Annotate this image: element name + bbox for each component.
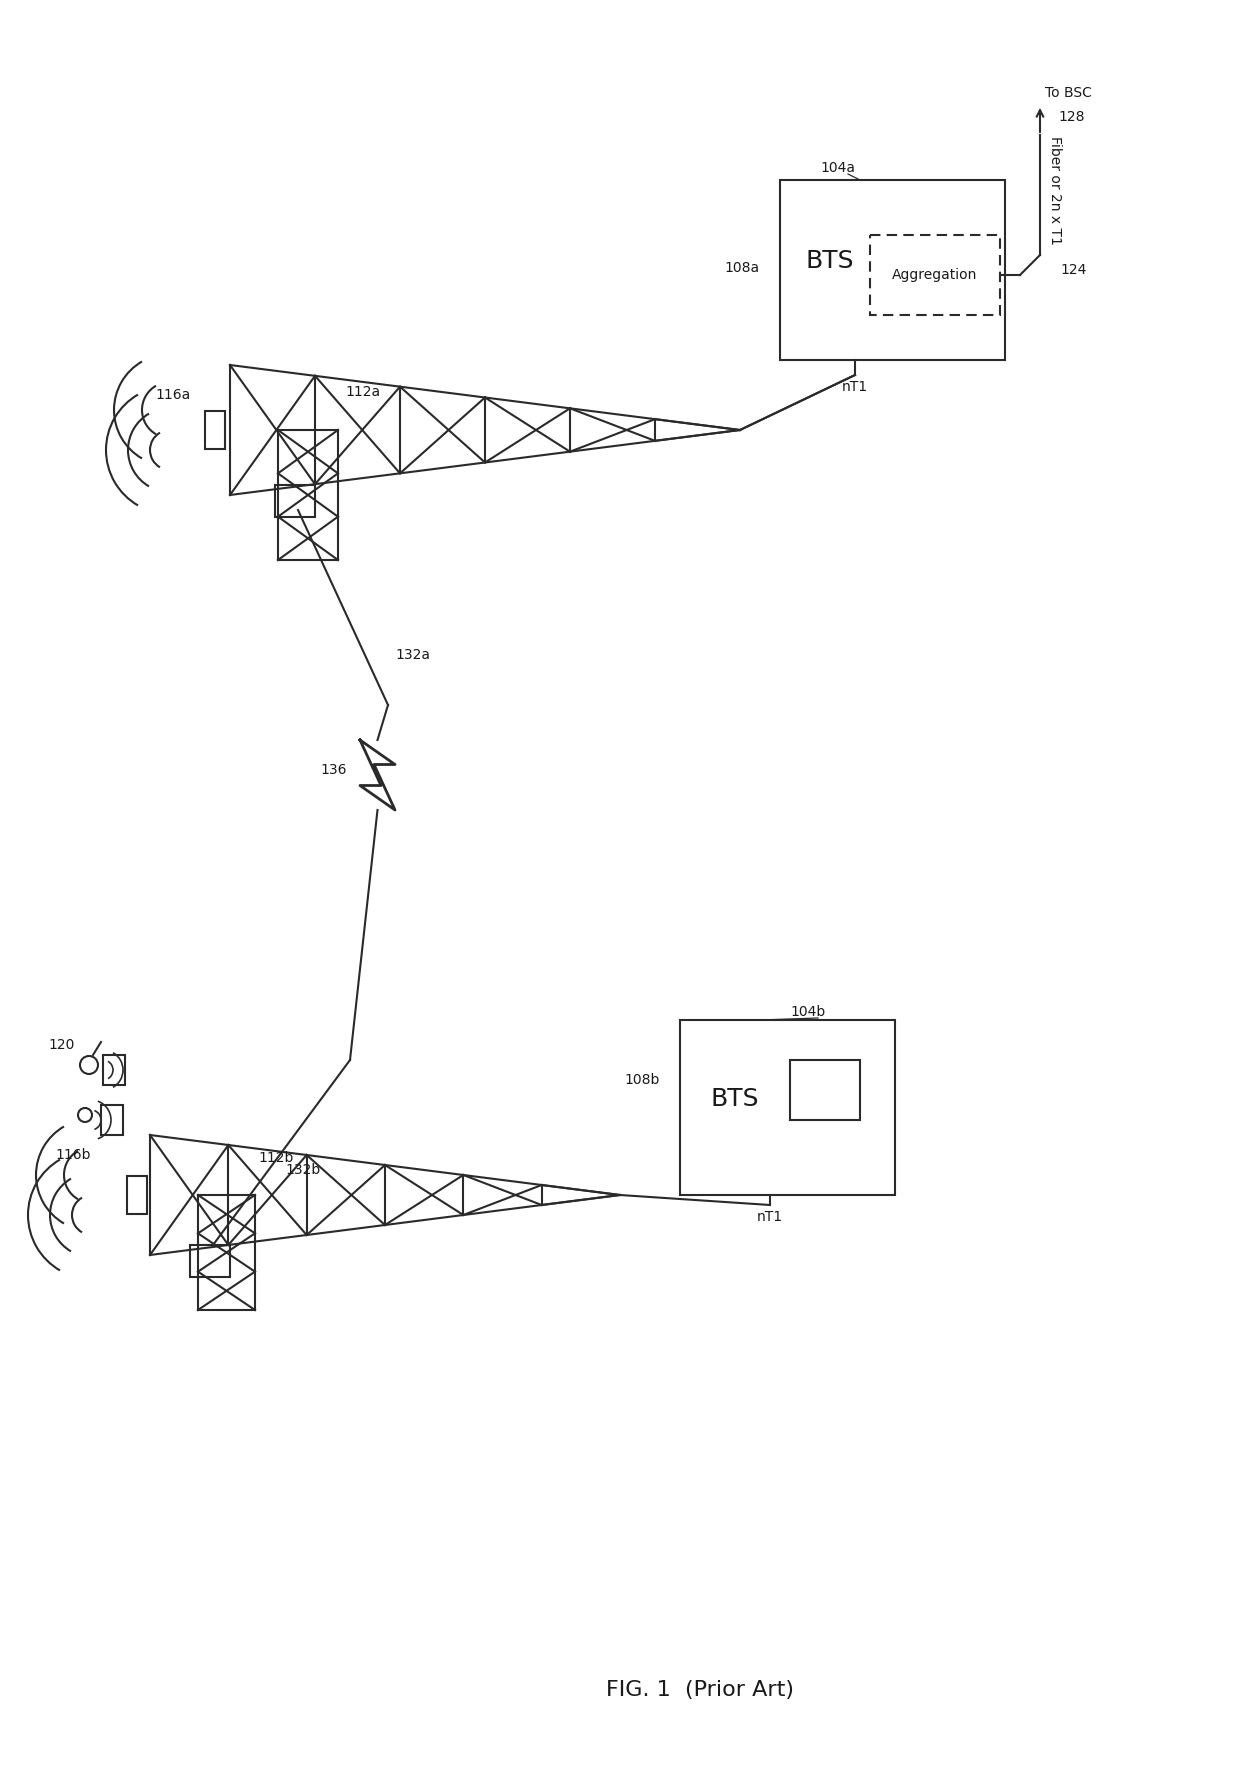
Text: To BSC: To BSC [1045, 87, 1092, 101]
Text: nT1: nT1 [756, 1210, 784, 1225]
Text: 132a: 132a [396, 648, 430, 663]
Text: 108b: 108b [625, 1073, 660, 1087]
Bar [680, 1020, 895, 1194]
Text: BTS: BTS [711, 1087, 759, 1111]
Bar [205, 412, 224, 449]
Text: 124: 124 [1060, 263, 1086, 277]
Text: 116a: 116a [155, 389, 190, 403]
Text: 104a: 104a [820, 161, 856, 175]
Text: BTS: BTS [806, 249, 854, 272]
Text: FIG. 1  (Prior Art): FIG. 1 (Prior Art) [606, 1680, 794, 1700]
Text: 136: 136 [320, 763, 346, 777]
Text: 112b: 112b [258, 1150, 294, 1164]
Bar [100, 1104, 123, 1134]
Text: 116b: 116b [55, 1149, 91, 1163]
Bar [790, 1060, 861, 1120]
Bar [190, 1246, 229, 1278]
Bar [275, 484, 315, 518]
Bar [126, 1177, 148, 1214]
Circle shape [81, 1057, 98, 1074]
Text: Fiber or 2n x T1: Fiber or 2n x T1 [1048, 136, 1061, 244]
Text: 108a: 108a [725, 262, 760, 276]
Bar [103, 1055, 125, 1085]
Bar [870, 235, 999, 315]
Bar [780, 180, 1004, 360]
Text: 128: 128 [1058, 110, 1085, 124]
Text: 104b: 104b [790, 1005, 826, 1020]
Text: 112a: 112a [345, 385, 381, 399]
Text: nT1: nT1 [842, 380, 868, 394]
Text: 120: 120 [48, 1037, 74, 1051]
Text: 132b: 132b [285, 1163, 320, 1177]
Text: Aggregation: Aggregation [893, 269, 977, 283]
Circle shape [78, 1108, 92, 1122]
